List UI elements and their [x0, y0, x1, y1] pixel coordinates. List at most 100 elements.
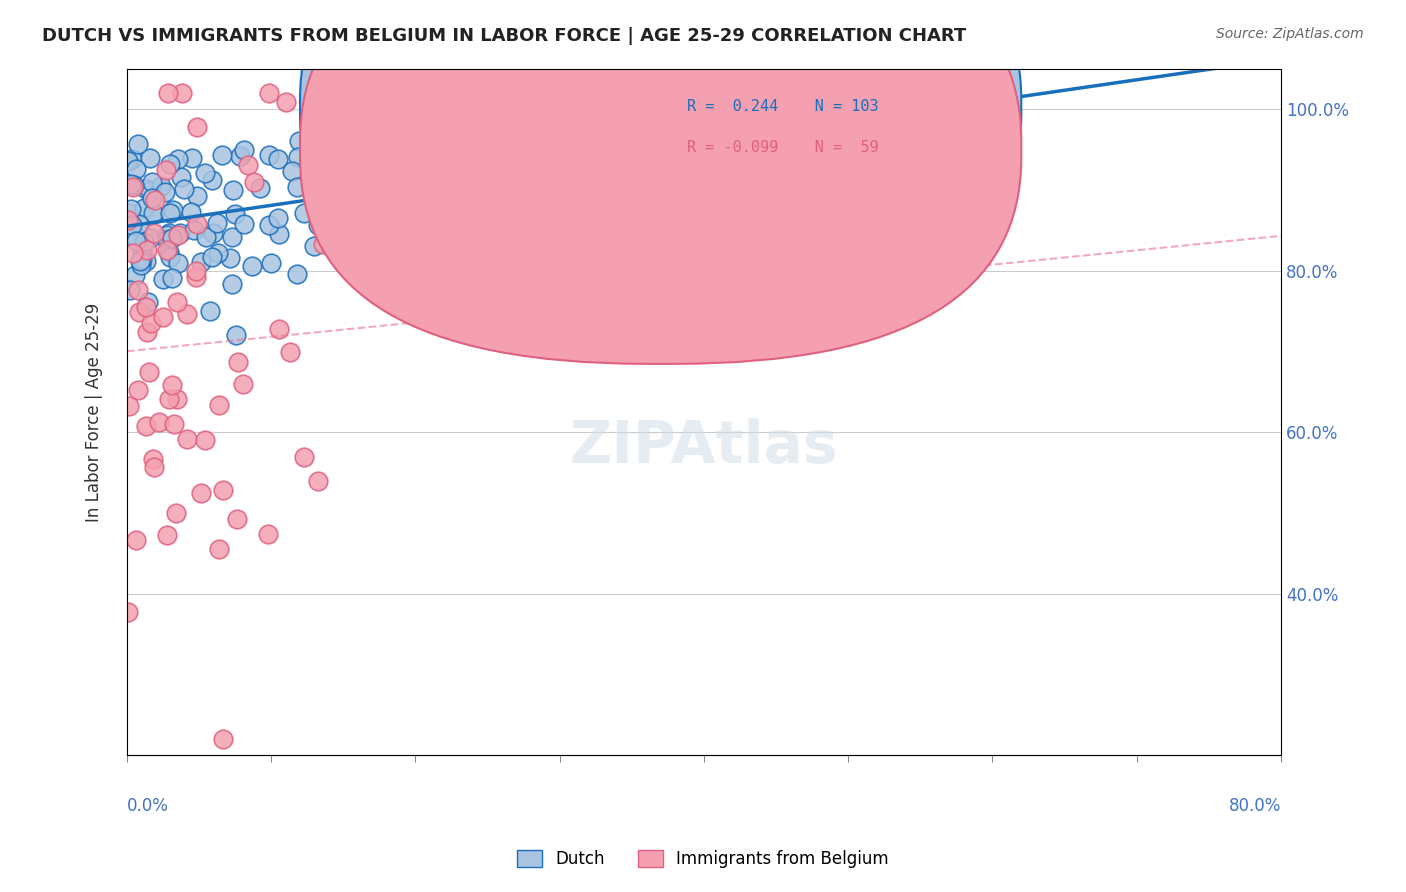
Text: 80.0%: 80.0% [1229, 797, 1281, 814]
Dutch [128, 217, 150, 231]
Dutch [205, 216, 228, 230]
Dutch [159, 157, 181, 171]
Dutch [228, 149, 250, 163]
Immigrants from Belgium [257, 86, 280, 100]
Dutch [224, 207, 246, 221]
Dutch [219, 252, 242, 266]
Immigrants from Belgium [232, 376, 254, 391]
Dutch [134, 235, 156, 249]
Immigrants from Belgium [127, 283, 149, 297]
Dutch [129, 258, 152, 272]
Immigrants from Belgium [121, 245, 143, 260]
Immigrants from Belgium [307, 474, 329, 488]
Dutch [307, 218, 329, 232]
Text: DUTCH VS IMMIGRANTS FROM BELGIUM IN LABOR FORCE | AGE 25-29 CORRELATION CHART: DUTCH VS IMMIGRANTS FROM BELGIUM IN LABO… [42, 27, 966, 45]
Dutch [267, 227, 290, 241]
Immigrants from Belgium [167, 228, 190, 243]
Dutch [170, 170, 193, 185]
Dutch [190, 255, 212, 269]
Immigrants from Belgium [208, 398, 231, 412]
Dutch [117, 154, 139, 169]
FancyBboxPatch shape [299, 0, 1021, 323]
Dutch [200, 304, 222, 318]
Immigrants from Belgium [267, 322, 290, 336]
Immigrants from Belgium [156, 244, 179, 258]
Dutch [201, 173, 224, 187]
Dutch [194, 229, 217, 244]
Immigrants from Belgium [225, 512, 247, 526]
Dutch [257, 218, 280, 232]
Dutch [221, 230, 243, 244]
Dutch [463, 178, 485, 193]
Dutch [311, 94, 333, 108]
Dutch [124, 178, 146, 192]
Immigrants from Belgium [190, 485, 212, 500]
Dutch [292, 206, 315, 220]
Dutch [505, 169, 527, 184]
Immigrants from Belgium [117, 213, 139, 227]
Immigrants from Belgium [165, 506, 187, 520]
Immigrants from Belgium [118, 399, 141, 413]
Immigrants from Belgium [257, 527, 280, 541]
Dutch [375, 186, 398, 200]
Dutch [201, 250, 224, 264]
Immigrants from Belgium [166, 392, 188, 406]
Text: R = -0.099    N =  59: R = -0.099 N = 59 [686, 140, 879, 155]
Immigrants from Belgium [170, 86, 193, 100]
Immigrants from Belgium [142, 226, 165, 240]
Dutch [211, 148, 233, 162]
Immigrants from Belgium [135, 419, 157, 434]
Immigrants from Belgium [135, 300, 157, 314]
Dutch [156, 233, 179, 247]
Dutch [183, 223, 205, 237]
Dutch [159, 250, 181, 264]
Immigrants from Belgium [166, 294, 188, 309]
Text: R =  0.244    N = 103: R = 0.244 N = 103 [686, 99, 879, 114]
Immigrants from Belgium [207, 541, 229, 556]
Immigrants from Belgium [381, 228, 404, 243]
Immigrants from Belgium [143, 460, 166, 475]
Dutch [257, 148, 280, 162]
Immigrants from Belgium [136, 325, 159, 339]
Dutch [143, 207, 166, 221]
Dutch [194, 166, 217, 180]
Immigrants from Belgium [236, 158, 259, 172]
Dutch [232, 217, 254, 231]
Dutch [121, 218, 143, 232]
Text: Source: ZipAtlas.com: Source: ZipAtlas.com [1216, 27, 1364, 41]
Dutch [181, 152, 204, 166]
Dutch [125, 161, 148, 176]
Dutch [152, 272, 174, 286]
Immigrants from Belgium [121, 179, 143, 194]
Dutch [157, 244, 180, 259]
Immigrants from Belgium [278, 345, 301, 359]
Immigrants from Belgium [176, 307, 198, 321]
Dutch [159, 205, 181, 219]
Dutch [138, 295, 160, 310]
Dutch [347, 212, 370, 227]
Immigrants from Belgium [148, 415, 170, 429]
Dutch [392, 187, 415, 202]
Dutch [167, 152, 190, 166]
Dutch [260, 255, 283, 269]
Dutch [207, 246, 229, 260]
Dutch [616, 136, 638, 150]
Text: ZIPAtlas: ZIPAtlas [569, 417, 838, 475]
Immigrants from Belgium [139, 316, 162, 330]
Dutch [139, 230, 162, 244]
Dutch [118, 283, 141, 297]
Dutch [285, 179, 308, 194]
Immigrants from Belgium [160, 378, 183, 392]
Dutch [166, 256, 188, 270]
Dutch [139, 185, 162, 199]
Immigrants from Belgium [157, 86, 180, 100]
Dutch [141, 175, 163, 189]
Immigrants from Belgium [243, 175, 266, 189]
Dutch [121, 152, 143, 166]
Immigrants from Belgium [186, 120, 208, 134]
Immigrants from Belgium [142, 451, 165, 466]
Immigrants from Belgium [194, 433, 217, 447]
Dutch [233, 143, 256, 157]
Dutch [266, 211, 288, 226]
Dutch [118, 206, 141, 220]
